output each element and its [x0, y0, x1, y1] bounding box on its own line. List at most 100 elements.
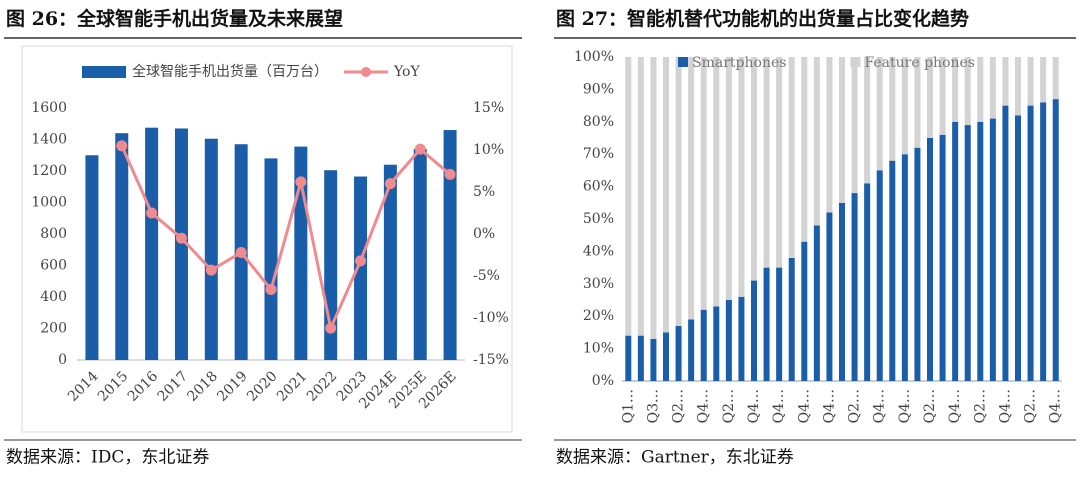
x-tick-label: 2016: [125, 368, 162, 405]
bar-segment: [977, 121, 984, 382]
legend-label: 全球智能手机出货量（百万台）: [132, 63, 328, 80]
point: [175, 232, 187, 244]
y2-tick-label: -5%: [473, 268, 500, 284]
bar-segment: [688, 57, 695, 320]
point: [444, 168, 456, 180]
line: [120, 145, 452, 330]
legend-label: YoY: [393, 64, 420, 80]
point: [205, 264, 217, 276]
bar: [264, 158, 278, 360]
y2-tick-label: 5%: [473, 184, 495, 200]
bar-segment: [725, 57, 732, 300]
bar-segment: [839, 202, 845, 381]
bar: [413, 148, 427, 360]
x-tick-label: Q4…: [997, 389, 1013, 423]
point: [146, 207, 158, 219]
bar: [204, 138, 218, 360]
bar-segment: [901, 154, 908, 381]
y-tick-label: 80%: [583, 114, 614, 130]
bar-segment: [675, 325, 682, 381]
bar-segment: [713, 306, 720, 381]
x-tick-label: Q3…: [645, 389, 661, 423]
bar-segment: [851, 193, 858, 381]
bar-segment: [914, 57, 921, 148]
x-tick-label: Q2…: [972, 389, 988, 423]
bar-segment: [776, 267, 783, 381]
bar-segment: [1015, 115, 1021, 381]
bar-segment: [901, 57, 908, 155]
bar-segment: [788, 57, 795, 258]
legend-label: Smartphones: [692, 55, 786, 71]
y-tick-label: 0%: [592, 373, 614, 389]
y-tick-label: 70%: [583, 146, 614, 162]
x-tick-label: 2017: [155, 368, 192, 405]
bar-segment: [650, 338, 657, 381]
bar-segment: [700, 57, 707, 310]
bar-segment: [663, 332, 669, 381]
bar-segment: [637, 335, 644, 381]
bar-segment: [788, 257, 795, 381]
y-tick-label: 90%: [583, 81, 614, 97]
bar-segment: [763, 267, 770, 381]
bar-segment: [776, 57, 783, 268]
bar-segment: [1027, 57, 1034, 106]
bar-segment: [826, 57, 833, 213]
x-tick-label: 2019: [214, 368, 251, 405]
bar: [145, 127, 159, 360]
bar-segment: [889, 160, 896, 381]
bar-segment: [625, 335, 632, 381]
legend-label: Feature phones: [864, 55, 975, 71]
bar-segment: [1040, 102, 1047, 382]
bar-segment: [637, 57, 644, 336]
legend-swatch: [82, 66, 126, 78]
bar-segment: [1040, 57, 1047, 103]
bar-segment: [927, 57, 933, 138]
bar: [443, 130, 457, 360]
bar: [354, 176, 368, 360]
bar-segment: [700, 309, 707, 381]
bar-segment: [1052, 99, 1059, 382]
y-tick-label: 1600: [31, 100, 67, 116]
y-tick-label: 50%: [583, 211, 614, 227]
x-tick-label: Q4…: [771, 389, 787, 423]
bar-segment: [826, 212, 833, 381]
x-tick-label: Q4…: [821, 389, 837, 423]
legend-swatch: [678, 57, 688, 67]
y-tick-label: 30%: [583, 276, 614, 292]
bar-segment: [688, 319, 695, 381]
bar-segment: [738, 296, 745, 381]
point: [325, 322, 337, 334]
y-tick-label: 40%: [583, 243, 614, 259]
y-tick-label: 1400: [31, 132, 67, 148]
bar-segment: [738, 57, 745, 297]
point: [414, 143, 426, 155]
y2-tick-label: -10%: [473, 310, 509, 326]
bar-segment: [939, 57, 946, 135]
y2-tick-label: -15%: [473, 352, 509, 368]
y2-tick-label: 15%: [473, 100, 504, 116]
y-tick-label: 60%: [583, 179, 614, 195]
bar-segment: [801, 241, 808, 381]
x-tick-label: Q4…: [947, 389, 963, 423]
bar-segment: [1002, 57, 1009, 106]
bar-segment: [839, 57, 845, 203]
bar-segment: [952, 57, 959, 122]
y-tick-label: 800: [40, 226, 67, 242]
y-tick-label: 400: [40, 289, 67, 305]
bar-segment: [864, 57, 871, 184]
point: [235, 246, 247, 258]
bar-segment: [964, 125, 971, 381]
x-tick-label: Q2…: [721, 389, 737, 423]
x-tick-label: Q2…: [847, 389, 863, 423]
bar: [383, 164, 397, 360]
bar-segment: [939, 134, 946, 381]
bar-segment: [989, 57, 996, 119]
bar-segment: [751, 280, 757, 381]
bar-segment: [801, 57, 808, 242]
bar-segment: [675, 57, 682, 326]
y2-tick-label: 0%: [473, 226, 495, 242]
bar: [85, 155, 99, 360]
bar-segment: [864, 183, 871, 381]
x-tick-label: Q1…: [620, 389, 636, 423]
